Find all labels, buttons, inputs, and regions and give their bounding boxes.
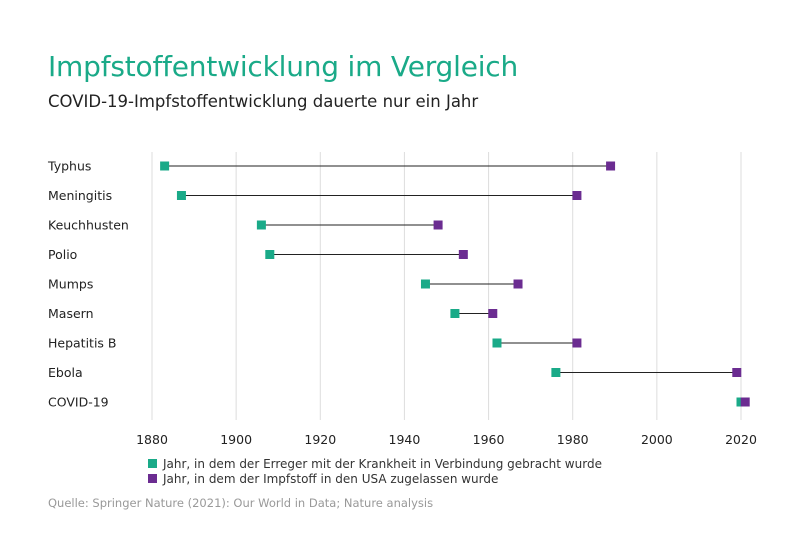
category-label: Masern bbox=[48, 306, 94, 321]
chart-subtitle: COVID-19-Impfstoffentwicklung dauerte nu… bbox=[48, 92, 479, 111]
approved-marker bbox=[732, 368, 742, 377]
approved-marker bbox=[433, 220, 443, 230]
approved-marker bbox=[606, 161, 616, 171]
approved-marker bbox=[572, 338, 582, 348]
discovered-marker bbox=[551, 368, 561, 377]
x-tick-label: 1880 bbox=[136, 432, 168, 447]
category-label: Meningitis bbox=[48, 188, 112, 203]
approved-marker bbox=[513, 279, 523, 289]
chart-title: Impfstoffentwicklung im Vergleich bbox=[48, 50, 519, 83]
discovered-marker bbox=[160, 161, 170, 171]
legend-swatch-discovered bbox=[148, 459, 157, 468]
discovered-marker bbox=[492, 338, 502, 348]
legend-label-approved: Jahr, in dem der Impfstoff in den USA zu… bbox=[163, 471, 499, 486]
category-label: Polio bbox=[48, 247, 77, 262]
x-tick-label: 1940 bbox=[389, 432, 421, 447]
x-tick-label: 1960 bbox=[473, 432, 505, 447]
category-label: Ebola bbox=[48, 365, 83, 380]
approved-marker bbox=[740, 397, 750, 407]
approved-marker bbox=[488, 309, 498, 318]
source-note: Quelle: Springer Nature (2021): Our Worl… bbox=[48, 496, 434, 510]
discovered-marker bbox=[450, 309, 460, 318]
x-tick-label: 1920 bbox=[304, 432, 336, 447]
x-tick-label: 1900 bbox=[220, 432, 252, 447]
category-label: COVID-19 bbox=[48, 395, 109, 410]
discovered-marker bbox=[176, 191, 186, 200]
category-label: Hepatitis B bbox=[48, 336, 117, 351]
category-label: Mumps bbox=[48, 277, 93, 292]
legend-item-discovered: Jahr, in dem der Erreger mit der Krankhe… bbox=[148, 456, 602, 471]
legend-swatch-approved bbox=[148, 474, 157, 483]
legend-item-approved: Jahr, in dem der Impfstoff in den USA zu… bbox=[148, 471, 602, 486]
legend-label-discovered: Jahr, in dem der Erreger mit der Krankhe… bbox=[163, 456, 602, 471]
discovered-marker bbox=[256, 220, 266, 230]
discovered-marker bbox=[420, 279, 430, 289]
x-tick-label: 2000 bbox=[641, 432, 673, 447]
approved-marker bbox=[458, 250, 468, 259]
x-tick-label: 2020 bbox=[725, 432, 757, 447]
category-label: Keuchhusten bbox=[48, 218, 129, 233]
x-tick-label: 1980 bbox=[557, 432, 589, 447]
approved-marker bbox=[572, 191, 582, 200]
category-label: Typhus bbox=[47, 159, 91, 174]
legend: Jahr, in dem der Erreger mit der Krankhe… bbox=[148, 456, 602, 486]
discovered-marker bbox=[265, 250, 275, 259]
